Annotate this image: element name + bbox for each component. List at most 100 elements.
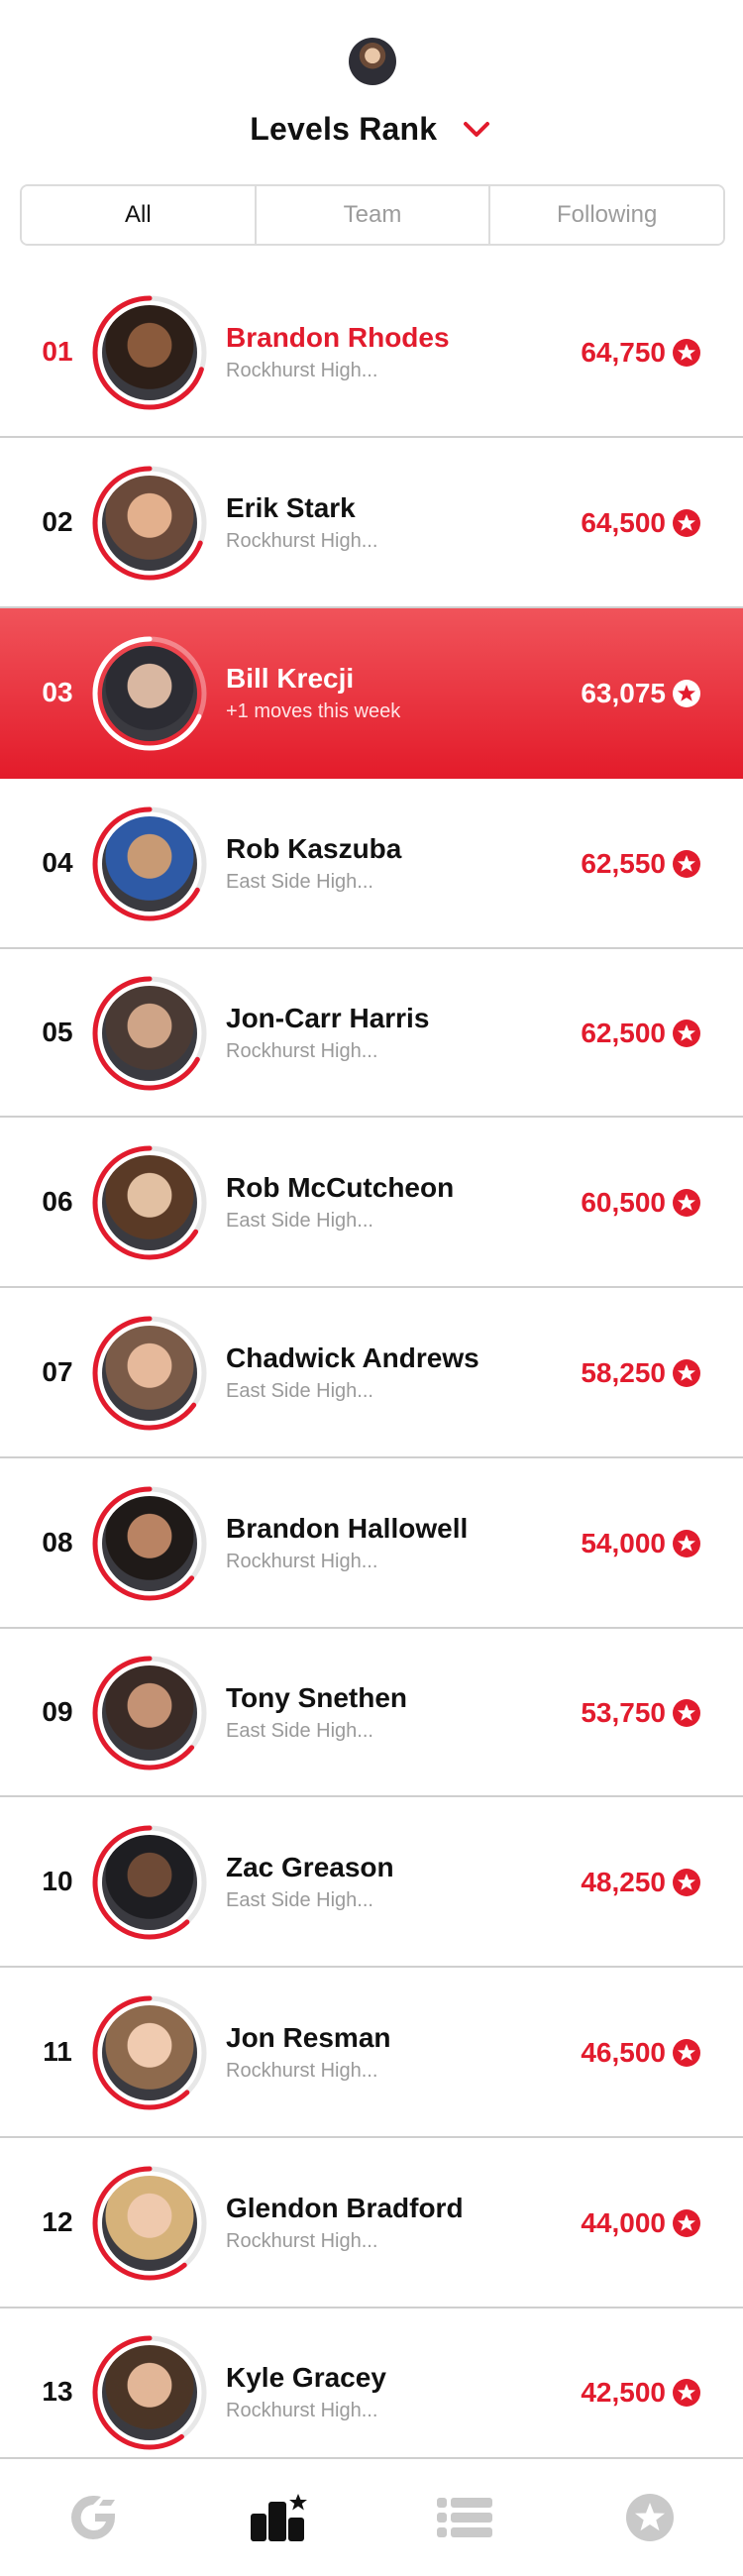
star-badge-icon <box>673 2039 700 2067</box>
player-school: Rockhurst High... <box>226 360 378 381</box>
g-logo-icon <box>70 2495 115 2539</box>
player-photo <box>102 2345 197 2440</box>
player-avatar-wrap[interactable] <box>91 1655 208 1771</box>
star-badge-icon <box>673 2379 700 2407</box>
points-value: 64,750 <box>581 337 666 368</box>
tab-following[interactable]: Following <box>490 186 723 244</box>
leaderboard-icon <box>251 2494 308 2541</box>
player-school: Rockhurst High... <box>226 2230 378 2252</box>
player-photo <box>102 1835 197 1930</box>
progress-ring <box>92 466 207 581</box>
player-avatar-wrap[interactable] <box>91 2334 208 2451</box>
player-name[interactable]: Brandon Hallowell <box>226 1513 469 1544</box>
progress-ring <box>92 1825 207 1940</box>
player-info: Tony Snethen East Side High... <box>226 1683 543 1743</box>
profile-avatar[interactable] <box>349 38 396 85</box>
player-points: 46,500 <box>581 2037 701 2069</box>
list-icon <box>436 2498 492 2537</box>
player-name[interactable]: Tony Snethen <box>226 1682 408 1713</box>
rank-row[interactable]: 09 Tony Snethen East Side High... 53,750 <box>0 1629 743 1797</box>
player-avatar-wrap[interactable] <box>91 975 208 1092</box>
player-photo <box>102 476 197 571</box>
player-name[interactable]: Chadwick Andrews <box>226 1342 479 1373</box>
rank-number: 02 <box>42 506 73 537</box>
star-badge-icon <box>673 1530 700 1557</box>
player-avatar-wrap[interactable] <box>91 294 208 411</box>
player-info: Kyle Gracey Rockhurst High... <box>226 2363 543 2422</box>
player-avatar-wrap[interactable] <box>91 805 208 922</box>
player-avatar-wrap[interactable] <box>91 635 208 752</box>
star-badge-icon <box>673 509 700 537</box>
player-points: 44,000 <box>581 2207 701 2239</box>
rank-row[interactable]: 05 Jon-Carr Harris Rockhurst High... 62,500 <box>0 949 743 1118</box>
player-avatar-wrap[interactable] <box>91 2165 208 2282</box>
rank-row[interactable]: 02 Erik Stark Rockhurst High... 64,500 <box>0 438 743 608</box>
rank-row[interactable]: 08 Brandon Hallowell Rockhurst High... 54,0… <box>0 1458 743 1629</box>
rank-row[interactable]: 10 Zac Greason East Side High... 48,250 <box>0 1797 743 1968</box>
nav-home[interactable] <box>39 2478 148 2557</box>
player-name[interactable]: Zac Greason <box>226 1852 394 1882</box>
player-info: Erik Stark Rockhurst High... <box>226 493 543 553</box>
player-avatar-wrap[interactable] <box>91 1144 208 1261</box>
player-name[interactable]: Erik Stark <box>226 492 356 523</box>
rank-row[interactable]: 11 Jon Resman Rockhurst High... 46,500 <box>0 1968 743 2138</box>
progress-ring <box>92 636 207 751</box>
progress-ring <box>92 2335 207 2450</box>
player-name[interactable]: Glendon Bradford <box>226 2193 464 2223</box>
title-row[interactable]: Levels Rank <box>0 111 743 161</box>
star-badge-icon <box>673 339 700 367</box>
player-name[interactable]: Kyle Gracey <box>226 2362 386 2393</box>
player-info: Brandon Rhodes Rockhurst High... <box>226 323 543 382</box>
tab-all[interactable]: All <box>22 186 257 244</box>
player-school: Rockhurst High... <box>226 2060 378 2082</box>
player-info: Glendon Bradford Rockhurst High... <box>226 2194 543 2253</box>
nav-list[interactable] <box>410 2478 519 2557</box>
player-name[interactable]: Jon Resman <box>226 2022 391 2053</box>
player-school: East Side High... <box>226 1720 373 1742</box>
nav-leaderboard[interactable] <box>224 2478 333 2557</box>
rank-row[interactable]: 04 Rob Kaszuba East Side High... 62,550 <box>0 779 743 949</box>
player-points: 62,550 <box>581 848 701 880</box>
player-points: 60,500 <box>581 1187 701 1219</box>
points-value: 53,750 <box>581 1697 666 1728</box>
player-photo <box>102 2005 197 2100</box>
player-school: Rockhurst High... <box>226 1040 378 1062</box>
rank-number: 06 <box>42 1186 73 1217</box>
player-points: 54,000 <box>581 1528 701 1559</box>
rank-row[interactable]: 03 Bill Krecji +1 moves this week 63,075 <box>0 608 743 779</box>
player-avatar-wrap[interactable] <box>91 1485 208 1602</box>
player-avatar-wrap[interactable] <box>91 465 208 582</box>
rank-row[interactable]: 13 Kyle Gracey Rockhurst High... 42,500 <box>0 2308 743 2477</box>
nav-favorites[interactable] <box>595 2478 704 2557</box>
progress-ring <box>92 1145 207 1260</box>
player-info: Jon Resman Rockhurst High... <box>226 2023 543 2083</box>
player-school: Rockhurst High... <box>226 1551 378 1572</box>
player-name[interactable]: Brandon Rhodes <box>226 322 450 353</box>
player-avatar-wrap[interactable] <box>91 1824 208 1941</box>
player-avatar-wrap[interactable] <box>91 1315 208 1432</box>
tab-team[interactable]: Team <box>256 186 491 244</box>
points-value: 48,250 <box>581 1867 666 1897</box>
rank-row[interactable]: 07 Chadwick Andrews East Side High... 58,25… <box>0 1288 743 1458</box>
progress-ring <box>92 1316 207 1431</box>
player-school: East Side High... <box>226 1380 373 1402</box>
rank-row[interactable]: 01 Brandon Rhodes Rockhurst High... 64,750 <box>0 268 743 438</box>
star-badge-icon <box>673 2209 700 2237</box>
rank-number: 05 <box>42 1017 73 1047</box>
progress-ring <box>92 1995 207 2110</box>
star-badge-icon <box>673 1189 700 1217</box>
rank-row[interactable]: 06 Rob McCutcheon East Side High... 60,500 <box>0 1118 743 1288</box>
chevron-down-icon[interactable] <box>460 113 493 147</box>
player-name[interactable]: Rob McCutcheon <box>226 1172 455 1203</box>
bottom-navigation <box>0 2457 743 2576</box>
player-name[interactable]: Rob Kaszuba <box>226 833 402 864</box>
player-avatar-wrap[interactable] <box>91 1994 208 2111</box>
player-name[interactable]: Jon-Carr Harris <box>226 1003 430 1033</box>
player-name[interactable]: Bill Krecji <box>226 663 355 694</box>
star-badge-icon <box>673 1020 700 1047</box>
player-points: 63,075 <box>581 678 701 709</box>
player-points: 64,500 <box>581 507 701 539</box>
points-value: 62,550 <box>581 848 666 879</box>
rank-row[interactable]: 12 Glendon Bradford Rockhurst High... 44,00… <box>0 2138 743 2308</box>
player-info: Bill Krecji +1 moves this week <box>226 664 543 723</box>
